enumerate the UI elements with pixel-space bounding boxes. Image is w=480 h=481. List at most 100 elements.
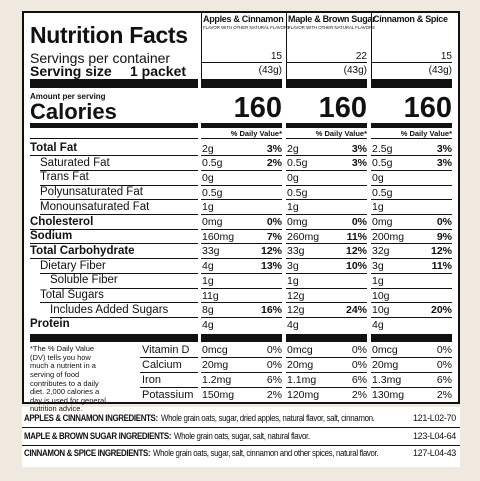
vitamin-amount: 20mg xyxy=(372,359,399,371)
rule xyxy=(201,123,282,128)
amount: 3g xyxy=(287,260,299,273)
amount: 1g xyxy=(372,274,384,287)
nutrient-label: Monounsaturated Fat xyxy=(40,200,150,213)
vitamin-dv: 0% xyxy=(436,344,452,356)
amount: 11g xyxy=(202,289,219,302)
rule xyxy=(371,258,452,259)
amount: 2g xyxy=(287,142,299,155)
vitamin-dv: 0% xyxy=(266,344,282,356)
rule xyxy=(286,155,367,156)
vitamin-label: Calcium xyxy=(142,359,182,371)
ingredient-text: Whole grain oats, sugar, salt, cinnamon … xyxy=(153,448,379,458)
vitamin-amount: 150mg xyxy=(202,389,235,401)
amount: 4g xyxy=(287,318,299,331)
amount: 33g xyxy=(287,245,305,258)
nutrient-label: Trans Fat xyxy=(40,171,89,184)
rule xyxy=(30,243,198,245)
rule xyxy=(201,184,282,186)
rule xyxy=(201,199,282,201)
ingredients-panel xyxy=(22,407,460,467)
rule xyxy=(201,155,282,156)
product-name: Cinnamon & Spice xyxy=(373,14,448,24)
rule xyxy=(286,62,367,63)
rule xyxy=(30,258,198,259)
rule xyxy=(371,184,452,186)
rule xyxy=(40,169,198,171)
amount: 12g xyxy=(287,289,305,302)
amount-per-serving: Amount per serving xyxy=(30,92,106,101)
nutrient-label: Saturated Fat xyxy=(40,156,110,169)
rule xyxy=(371,79,452,88)
rule xyxy=(30,123,198,128)
rule xyxy=(286,184,367,186)
rule xyxy=(286,243,367,245)
amount: 2.5g xyxy=(372,142,393,155)
amount: 32g xyxy=(372,245,390,258)
rule xyxy=(140,387,198,388)
rule xyxy=(201,287,282,289)
rule xyxy=(201,214,282,215)
amount: 4g xyxy=(372,318,384,331)
rule xyxy=(286,372,367,373)
ingredient-label: CINNAMON & SPICE INGREDIENTS: xyxy=(24,448,151,458)
servings: 22 xyxy=(355,51,367,62)
rule xyxy=(201,79,282,88)
serving-grams: (43g) xyxy=(428,65,452,76)
amount: 1g xyxy=(202,274,214,287)
vitamin-amount: 20mg xyxy=(287,359,314,371)
rule xyxy=(286,214,367,215)
amount: 1g xyxy=(287,201,299,214)
amount: 12g xyxy=(287,304,305,317)
rule xyxy=(371,62,452,63)
rule xyxy=(201,138,282,139)
amount: 4g xyxy=(202,318,214,331)
dv-header: % Daily Value* xyxy=(315,129,367,138)
amount: 0.5g xyxy=(287,186,308,199)
daily-value: 3% xyxy=(351,142,367,155)
calories: 160 xyxy=(233,92,282,124)
rule xyxy=(40,184,198,186)
rule xyxy=(40,214,198,215)
product-subtitle: FLAVOR WITH OTHER NATURAL FLAVORS xyxy=(203,25,290,30)
nutrient-label: Cholesterol xyxy=(30,215,94,228)
daily-value: 12% xyxy=(430,245,452,258)
amount: 260mg xyxy=(287,230,320,243)
rule xyxy=(40,199,198,201)
ingredient-code: 123-L04-64 xyxy=(412,430,456,441)
rule xyxy=(30,228,198,230)
dv-header: % Daily Value* xyxy=(230,129,282,138)
nutrient-label: Total Sugars xyxy=(40,289,104,301)
vitamin-dv: 2% xyxy=(436,389,452,401)
servings-label: Servings per container xyxy=(30,50,171,66)
rule xyxy=(201,258,282,259)
rule xyxy=(140,372,198,373)
rule xyxy=(140,357,198,358)
vitamin-dv: 0% xyxy=(351,359,367,371)
amount: 0g xyxy=(287,171,299,184)
servings: 15 xyxy=(440,51,452,62)
rule xyxy=(371,243,452,245)
daily-value: 10% xyxy=(345,260,367,273)
rule xyxy=(286,11,287,88)
amount: 2g xyxy=(202,142,214,155)
daily-value: 16% xyxy=(260,304,282,317)
daily-value: 9% xyxy=(436,230,452,243)
rule xyxy=(286,302,367,303)
rule xyxy=(30,79,198,88)
vitamin-amount: 0mcg xyxy=(202,344,228,356)
rule xyxy=(371,169,452,171)
servings: 15 xyxy=(270,51,282,62)
amount: 1g xyxy=(202,201,214,214)
rule xyxy=(286,79,367,88)
rule xyxy=(371,372,452,373)
daily-value: 2% xyxy=(266,157,282,170)
serving-grams: (43g) xyxy=(258,65,282,76)
amount: 0.5g xyxy=(372,186,393,199)
rule xyxy=(371,123,452,128)
rule xyxy=(371,228,452,230)
rule xyxy=(371,357,452,358)
rule xyxy=(286,258,367,259)
vitamin-dv: 0% xyxy=(351,344,367,356)
vitamin-label: Vitamin D xyxy=(142,344,190,356)
